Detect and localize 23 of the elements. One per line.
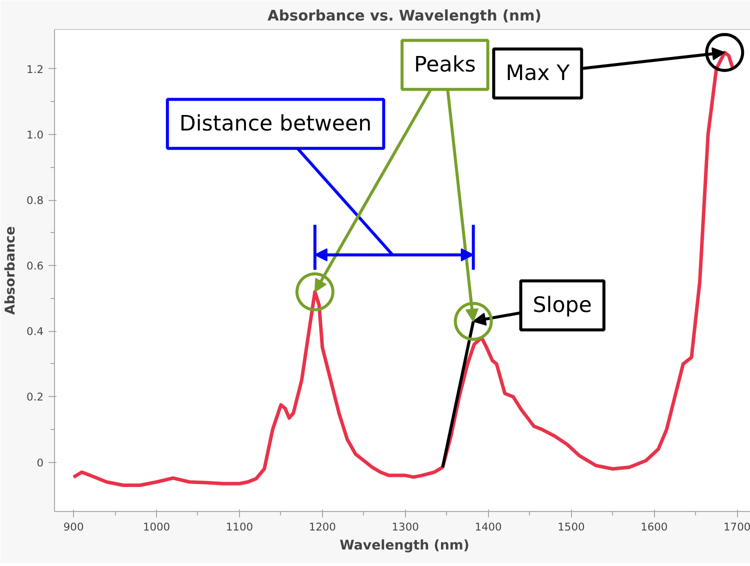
y-tick-label: 0.8	[26, 194, 44, 208]
chart-title: Absorbance vs. Wavelength (nm)	[268, 8, 542, 24]
annotation: Slope	[532, 292, 592, 318]
annotation: Max Y	[506, 60, 571, 86]
y-axis-title: Absorbance	[4, 226, 19, 315]
annotation: Peaks	[414, 52, 476, 78]
x-tick-label: 1200	[308, 520, 336, 534]
y-tick-label: 0	[36, 456, 44, 470]
y-tick-label: 0.2	[26, 390, 44, 404]
x-tick-label: 1500	[558, 520, 585, 534]
x-tick-label: 1600	[640, 520, 668, 534]
x-tick-label: 1400	[474, 520, 502, 534]
x-tick-label: 1300	[392, 520, 420, 534]
y-tick-label: 0.6	[26, 260, 44, 273]
annotation: Distance between	[179, 111, 372, 136]
x-tick-label: 1100	[226, 520, 254, 534]
x-tick-label: 900	[63, 520, 84, 534]
x-axis-title: Wavelength (nm)	[340, 538, 470, 554]
x-tick-label: 1700	[724, 520, 750, 534]
x-tick-label: 1000	[142, 520, 170, 534]
y-tick-label: 1.0	[26, 128, 44, 142]
y-tick-label: 0.4	[26, 325, 44, 338]
y-tick-label: 1.2	[26, 62, 44, 76]
